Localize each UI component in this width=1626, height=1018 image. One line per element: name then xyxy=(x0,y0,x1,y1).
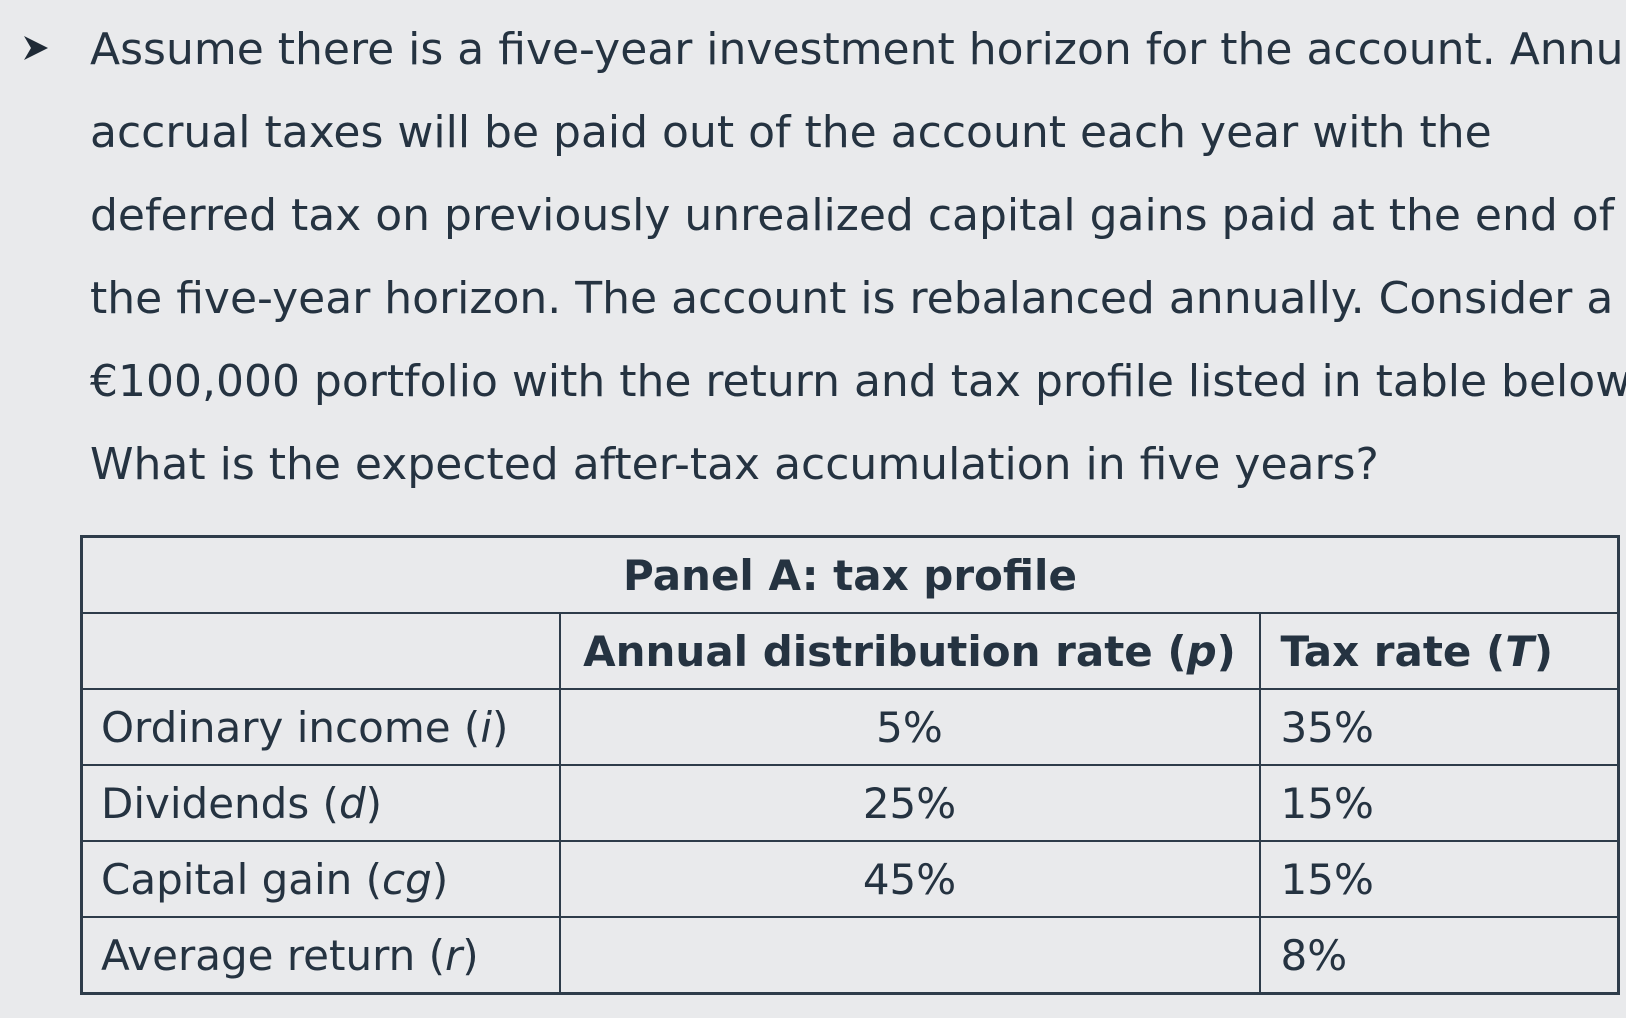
header-empty-cell xyxy=(80,612,561,690)
question-line-1: Assume there is a five-year investment h… xyxy=(90,24,1626,75)
row-label: Dividends (d) xyxy=(80,764,561,842)
table-row: Ordinary income (i) 5% 35% xyxy=(80,688,1620,766)
distribution-cell: 45% xyxy=(558,840,1261,918)
row-label: Ordinary income (i) xyxy=(80,688,561,766)
table-row: Capital gain (cg) 45% 15% xyxy=(80,840,1620,918)
arrow-bullet-icon xyxy=(24,36,48,60)
header-tax-rate: Tax rate (T) xyxy=(1258,612,1620,690)
distribution-cell: 25% xyxy=(558,764,1261,842)
table-panel-row: Panel A: tax profile xyxy=(80,535,1620,614)
tax-cell: 35% xyxy=(1258,688,1620,766)
question-line-3: deferred tax on previously unrealized ca… xyxy=(90,190,1615,241)
row-label: Capital gain (cg) xyxy=(80,840,561,918)
tax-profile-table: Panel A: tax profile Annual distribution… xyxy=(80,535,1620,995)
question-line-4: the five-year horizon. The account is re… xyxy=(90,273,1614,324)
tax-cell: 15% xyxy=(1258,764,1620,842)
row-label: Average return (r) xyxy=(80,916,561,995)
question-line-5: €100,000 portfolio with the return and t… xyxy=(90,356,1626,407)
distribution-cell xyxy=(558,916,1261,995)
panel-title: Panel A: tax profile xyxy=(80,535,1620,614)
header-distribution-rate: Annual distribution rate (p) xyxy=(558,612,1261,690)
table-row: Dividends (d) 25% 15% xyxy=(80,764,1620,842)
table-header-row: Annual distribution rate (p) Tax rate (T… xyxy=(80,612,1620,690)
question-line-2: accrual taxes will be paid out of the ac… xyxy=(90,107,1492,158)
tax-cell: 8% xyxy=(1258,916,1620,995)
question-line-6: What is the expected after-tax accumulat… xyxy=(90,439,1379,490)
table-row: Average return (r) 8% xyxy=(80,916,1620,995)
distribution-cell: 5% xyxy=(558,688,1261,766)
tax-cell: 15% xyxy=(1258,840,1620,918)
